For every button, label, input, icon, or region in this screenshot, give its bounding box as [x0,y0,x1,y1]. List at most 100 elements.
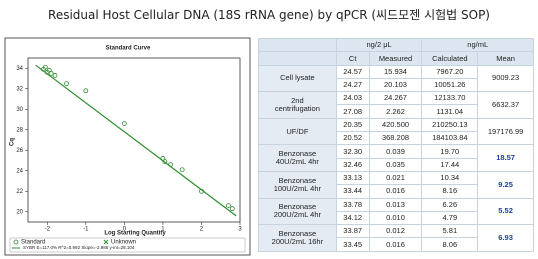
table-cell: 33.87 [335,224,370,239]
legend-box [9,237,246,253]
data-point [168,162,174,168]
table-cell: Benzonase 200U/2mL 16hr [258,224,337,252]
table-cell: 6.93 [477,224,534,252]
trendline [35,64,237,217]
table-cell: 24.57 [335,64,370,79]
legend-label: Standard [21,240,45,246]
table-cell: 0.012 [368,224,423,239]
table-cell: 24.03 [335,91,370,106]
page-title: Residual Host Cellular DNA (18S rRNA gen… [48,8,490,22]
table-cell: 33.44 [335,184,370,199]
table-cell: 0.010 [368,210,423,226]
legend-fit: SYBR E=117.0% R^2=0.992 Slope=-2.985 y-i… [23,245,135,250]
data-point [226,203,231,209]
table-cell: ng/2 μL [335,37,423,53]
table-cell: Benzonase 100U/2mL 4hr [258,170,337,199]
table-row: 33.44 0.016 8.16 [259,184,534,199]
table-cell: 0.013 [368,197,423,212]
table-row: 33.45 0.016 8.06 [259,237,534,252]
data-point [42,64,48,70]
chart-title: Standard Curve [106,46,151,52]
table-cell: 2.262 [368,104,423,119]
table-cell: 33.78 [335,197,370,212]
table-cell: 6632.37 [477,91,534,119]
table-row: UF/DF 20.35 420.500 210250.13 197176.99 [258,117,534,146]
table-cell: 9.25 [477,170,534,199]
chart: Standard Curve Cq Log Starting Quantity … [4,37,251,256]
table-cell: 0.016 [368,237,423,252]
y-tick-label: 32 [16,86,23,92]
table-row: Benzonase 200U/2mL 16hr 33.87 0.012 5.81 6.9… [258,224,534,252]
table-cell: 368.208 [368,131,423,146]
data-point [83,88,89,94]
data-point [162,159,168,164]
y-tick-label: 30 [16,107,23,113]
x-tick-label: -1 [83,227,89,233]
table-cell: 10051.26 [421,77,479,93]
table-cell [258,37,337,53]
legend-label: Unknown [111,240,136,246]
y-tick-label: 28 [16,127,23,133]
table-cell: 184103.84 [421,131,479,146]
data-point [52,73,58,78]
legend-marker [103,239,109,245]
x-tick-label: 0 [123,227,127,233]
table-cell: 197176.99 [477,117,534,146]
table-cell: 33.45 [335,237,370,252]
y-tick-label: 20 [16,209,23,215]
table-cell: 5.52 [477,197,534,226]
table-cell: 7967.20 [421,64,479,79]
table-cell: 24.27 [335,77,370,93]
legend-marker [13,239,19,245]
y-axis-label: Cq [10,138,16,146]
table-cell [258,51,337,66]
table-cell: Mean [477,51,534,66]
table-cell: Calculated [421,51,479,66]
table-cell: Cell lysate [258,64,337,93]
table-cell: 8.16 [421,184,479,199]
x-axis-label: Log Starting Quantity [104,231,166,237]
table-cell: 0.039 [368,144,423,159]
data-point [179,167,185,173]
table-cell: 6.26 [421,197,479,212]
table-cell: 9009.23 [477,64,534,93]
table-cell: 33.13 [335,170,370,186]
table-row: 34.12 0.010 4.79 [259,210,534,226]
table-cell: 210250.13 [421,117,479,133]
data-point [48,70,54,76]
table-cell: 8.06 [421,237,479,252]
table-cell: 27.08 [335,104,370,119]
table-cell: 5.81 [421,224,479,239]
table-cell: 420.500 [368,117,423,133]
table-cell: UF/DF [258,117,337,146]
table-row: 2nd centrifugation 24.03 24.267 12133.70 663… [258,91,534,119]
y-tick-label: 22 [16,189,23,195]
data-point [199,188,204,194]
table-cell: Benzonase 200U/2mL 4hr [258,197,337,226]
table-cell: 1131.04 [421,104,479,119]
data-point [64,81,69,87]
table-cell: 24.267 [368,91,423,106]
y-tick-label: 34 [16,66,23,72]
table-row: Benzonase 40U/2mL 4hr 32.30 0.039 19.70 18.5… [258,144,534,172]
data-point [121,121,127,126]
table-cell: 4.79 [421,210,479,226]
table-cell: 0.035 [368,157,423,172]
x-tick-label: 3 [238,227,242,233]
table-cell: 2nd centrifugation [258,91,337,119]
table-row: ng/2 μL ng/mL [258,37,534,53]
table-cell: 20.52 [335,131,370,146]
data-point [229,206,235,212]
table-row: Cell lysate 24.57 15.934 7967.20 9009.23 [258,64,534,93]
x-tick-label: 2 [200,227,204,233]
table-row: Benzonase 200U/2mL 4hr 33.78 0.013 6.26 5.52 [258,197,534,226]
table-cell: 0.021 [368,170,423,186]
table-cell: Measured [368,51,423,66]
table-cell: 19.70 [421,144,479,159]
table-cell: 34.12 [335,210,370,226]
table-cell: Benzonase 40U/2mL 4hr [258,144,337,172]
table-row: Benzonase 100U/2mL 4hr 33.13 0.021 10.34 9.2… [258,170,534,199]
table-row: Ct Measured Calculated Mean [258,51,534,66]
y-tick-label: 26 [16,148,23,154]
